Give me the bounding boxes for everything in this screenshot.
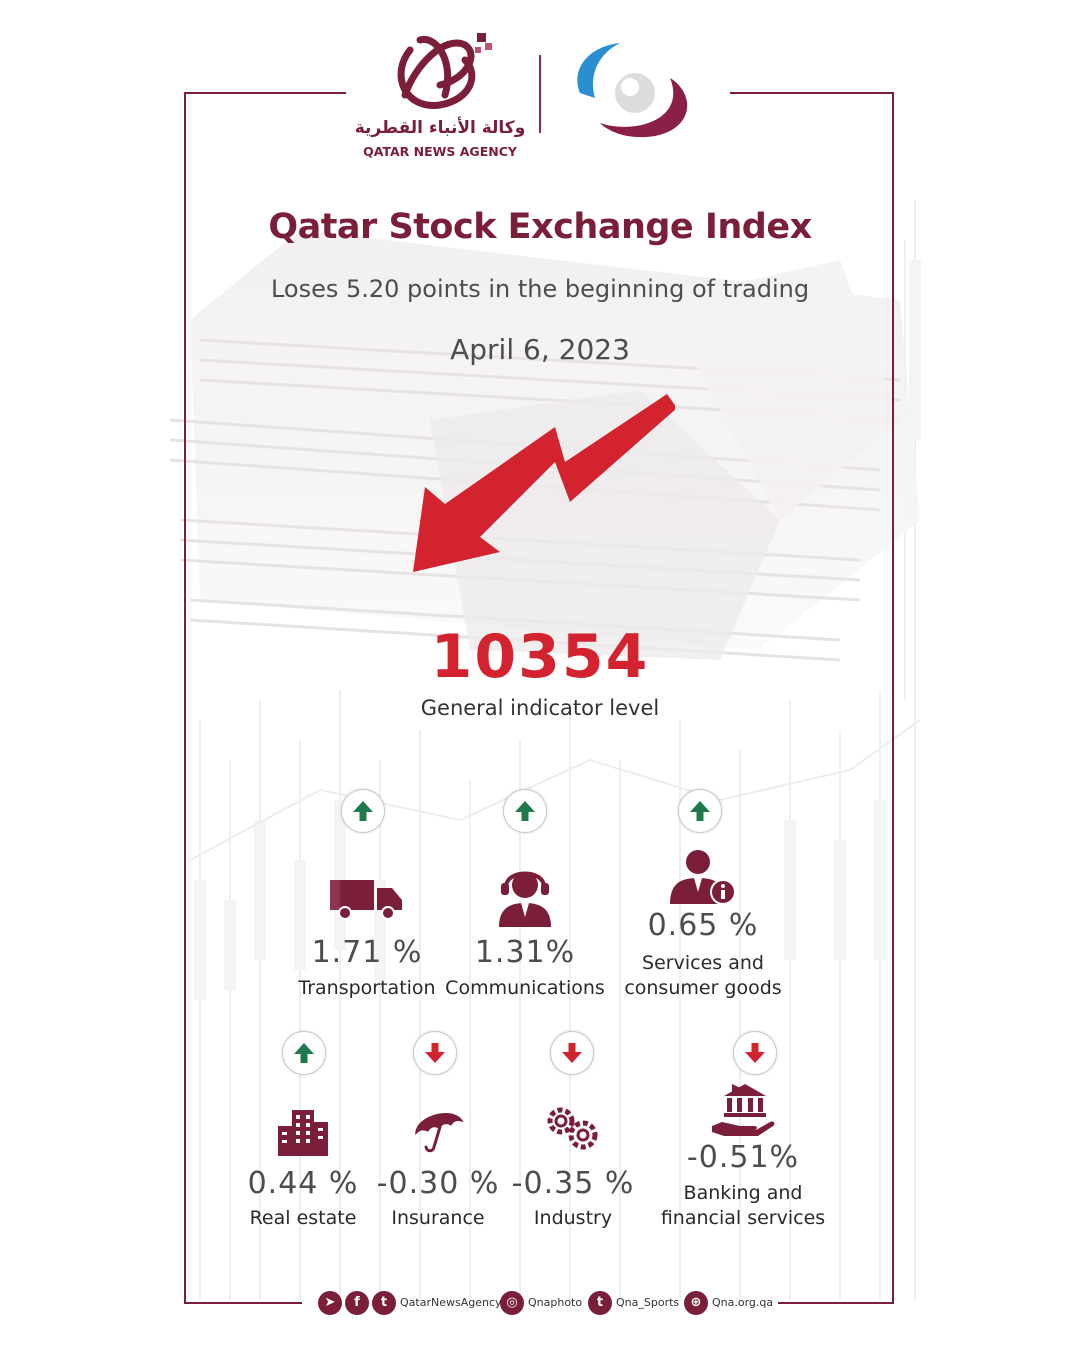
- consumer-services-icon: [670, 850, 736, 905]
- sector-name-transportation: Transportation: [298, 977, 436, 999]
- index-value: 10354: [430, 622, 650, 692]
- sector-change-communications: 1.31%: [474, 935, 576, 970]
- sector-change-transportation: 1.71 %: [311, 935, 423, 970]
- sector-name-industry: Industry: [533, 1207, 613, 1229]
- arrow-up-icon: [515, 801, 535, 821]
- page-title: Qatar Stock Exchange Index: [268, 207, 812, 247]
- facebook-icon[interactable]: f: [345, 1291, 369, 1315]
- frame-right: [892, 92, 894, 1304]
- frame-bottom-left: [184, 1302, 302, 1304]
- telegram-icon[interactable]: ➤: [318, 1291, 342, 1315]
- down-indicator: [550, 1031, 594, 1075]
- up-indicator: [678, 789, 722, 833]
- down-indicator: [413, 1031, 457, 1075]
- frame-top-right: [730, 92, 894, 94]
- index-label: General indicator level: [420, 696, 660, 720]
- qna-logo-icon: [397, 33, 492, 109]
- up-indicator: [503, 789, 547, 833]
- arrow-up-icon: [353, 801, 373, 821]
- footer-handle-sports[interactable]: Qna_Sports: [616, 1296, 680, 1309]
- arrow-down-icon: [745, 1043, 765, 1063]
- logo-divider: [539, 55, 541, 133]
- sector-change-banking: -0.51%: [686, 1140, 800, 1175]
- sector-name-banking: Banking and financial services: [660, 1182, 826, 1229]
- bank-hand-icon: [712, 1084, 775, 1136]
- report-date: April 6, 2023: [450, 333, 630, 366]
- gears-icon: [547, 1107, 598, 1150]
- sector-change-services: 0.65 %: [647, 908, 759, 943]
- sector-name-real-estate: Real estate: [249, 1207, 357, 1229]
- arrow-down-icon: [562, 1043, 582, 1063]
- arrow-up-icon: [294, 1043, 314, 1063]
- partner-logo-icon: [577, 43, 688, 138]
- agency-name-english: QATAR NEWS AGENCY: [363, 144, 517, 159]
- up-indicator: [341, 789, 385, 833]
- sector-change-industry: -0.35 %: [511, 1166, 635, 1201]
- down-trend-arrow-icon: [413, 394, 675, 572]
- sector-name-communications: Communications: [445, 977, 605, 999]
- globe-icon[interactable]: ⊕: [684, 1291, 708, 1315]
- arrow-down-icon: [425, 1043, 445, 1063]
- sector-change-insurance: -0.30 %: [376, 1166, 500, 1201]
- instagram-icon[interactable]: ◎: [500, 1291, 524, 1315]
- down-indicator: [733, 1031, 777, 1075]
- twitter-icon[interactable]: t: [372, 1291, 396, 1315]
- page-subtitle: Loses 5.20 points in the beginning of tr…: [270, 275, 810, 303]
- sector-change-real-estate: 0.44 %: [247, 1166, 359, 1201]
- truck-icon: [330, 880, 402, 920]
- agency-name-arabic: وكالة الأنباء القطرية: [354, 118, 526, 138]
- sector-name-services: Services and consumer goods: [624, 952, 782, 999]
- footer-handle-main[interactable]: QatarNewsAgency: [400, 1296, 502, 1309]
- sector-name-insurance: Insurance: [391, 1207, 485, 1229]
- frame-left: [184, 92, 186, 1304]
- footer-website[interactable]: Qna.org.qa: [712, 1296, 774, 1309]
- arrow-up-icon: [690, 801, 710, 821]
- frame-top-left: [184, 92, 346, 94]
- building-icon: [278, 1110, 328, 1156]
- frame-bottom-right: [778, 1302, 894, 1304]
- umbrella-icon: [415, 1113, 464, 1153]
- up-indicator: [282, 1031, 326, 1075]
- footer-handle-photo[interactable]: Qnaphoto: [528, 1296, 583, 1309]
- headset-icon: [499, 871, 551, 927]
- twitter-icon[interactable]: t: [588, 1291, 612, 1315]
